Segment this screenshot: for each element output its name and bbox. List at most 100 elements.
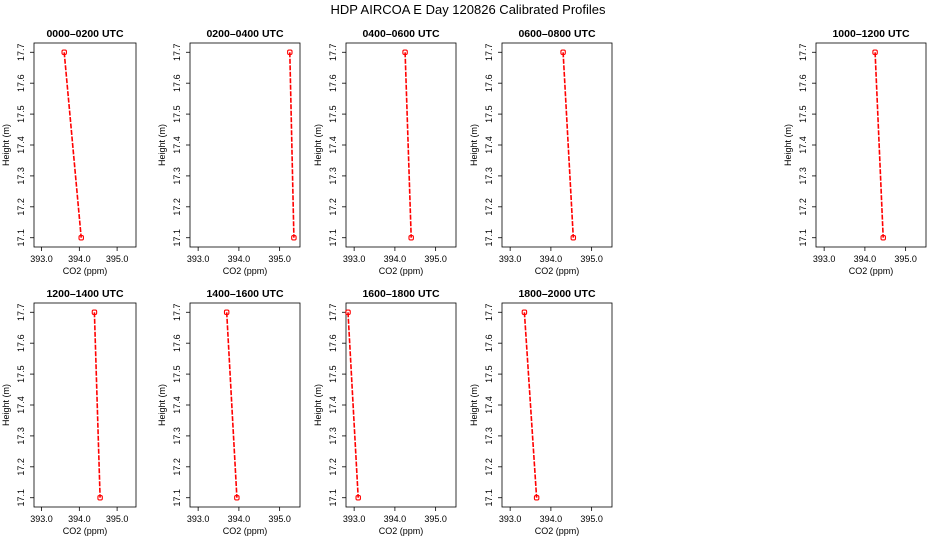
y-axis-label: Height (m) <box>1 384 11 426</box>
y-tick-label: 17.4 <box>172 136 182 154</box>
y-tick-label: 17.7 <box>484 304 494 322</box>
y-tick-label: 17.3 <box>172 167 182 185</box>
y-tick-label: 17.7 <box>16 304 26 322</box>
data-point <box>402 49 408 56</box>
plot-frame <box>189 302 301 508</box>
x-tick-label: 395.0 <box>106 514 129 524</box>
profile-panel: 1000–1200 UTC 393.0 394.0 395.0 17.1 17.2 17.3… <box>783 28 927 276</box>
profile-panel: 0200–0400 UTC 393.0 394.0 395.0 17.1 17.2 17.3… <box>157 28 301 276</box>
data-point <box>521 309 528 316</box>
y-tick-label: 17.1 <box>328 489 338 507</box>
data-point <box>533 494 540 501</box>
x-tick-label: 394.0 <box>854 254 877 264</box>
x-axis-label: CO2 (ppm) <box>535 266 580 276</box>
x-tick-label: 395.0 <box>106 254 129 264</box>
y-axis-label: Height (m) <box>313 384 323 426</box>
x-tick-label: 394.0 <box>384 514 407 524</box>
profile-panel: 1200–1400 UTC 393.0 394.0 395.0 17.1 17.2 17.3… <box>1 288 137 536</box>
x-tick-label: 394.0 <box>68 254 91 264</box>
x-tick-label: 395.0 <box>424 254 447 264</box>
data-point <box>880 234 886 241</box>
y-tick-label: 17.1 <box>484 229 494 247</box>
profile-panel: 0000–0200 UTC 393.0 394.0 395.0 17.1 17.2 17.3… <box>1 28 137 276</box>
x-tick-label: 393.0 <box>187 514 210 524</box>
y-tick-label: 17.2 <box>798 198 808 216</box>
y-tick-label: 17.5 <box>328 365 338 383</box>
panel-title: 1400–1600 UTC <box>206 288 283 300</box>
y-tick-label: 17.3 <box>484 427 494 445</box>
x-axis-label: CO2 (ppm) <box>63 266 108 276</box>
plot-frame <box>501 42 613 248</box>
y-tick-label: 17.7 <box>328 304 338 322</box>
x-tick-label: 394.0 <box>540 254 563 264</box>
x-axis-label: CO2 (ppm) <box>379 266 424 276</box>
data-point <box>570 234 577 241</box>
panel-title: 0000–0200 UTC <box>46 28 123 40</box>
y-tick-label: 17.5 <box>172 105 182 123</box>
series-line <box>874 52 884 238</box>
series-line <box>225 312 238 498</box>
panel-title: 1200–1400 UTC <box>46 288 123 300</box>
panel-title: 1000–1200 UTC <box>832 28 909 40</box>
y-tick-label: 17.2 <box>484 458 494 476</box>
y-tick-label: 17.2 <box>484 198 494 216</box>
panel-title: 1600–1800 UTC <box>362 288 439 300</box>
data-point <box>287 49 293 56</box>
data-point <box>355 494 361 501</box>
y-tick-label: 17.3 <box>16 427 26 445</box>
x-tick-label: 394.0 <box>228 254 251 264</box>
x-axis-label: CO2 (ppm) <box>223 526 268 536</box>
y-axis-label: Height (m) <box>783 124 793 166</box>
y-tick-label: 17.3 <box>328 167 338 185</box>
series-line <box>404 52 412 238</box>
series-line <box>562 52 575 238</box>
plot-frame <box>815 42 927 248</box>
x-axis-label: CO2 (ppm) <box>535 526 580 536</box>
y-tick-label: 17.5 <box>16 105 26 123</box>
data-point <box>408 234 414 241</box>
y-tick-label: 17.1 <box>484 489 494 507</box>
data-point <box>291 234 297 241</box>
y-tick-label: 17.2 <box>16 458 26 476</box>
data-point <box>61 49 67 56</box>
x-tick-label: 395.0 <box>268 254 291 264</box>
profile-panel: 0400–0600 UTC 393.0 394.0 395.0 17.1 17.2 17.3… <box>313 28 457 276</box>
y-tick-label: 17.7 <box>798 44 808 62</box>
y-tick-label: 17.5 <box>484 365 494 383</box>
profile-panel: 1400–1600 UTC 393.0 394.0 395.0 17.1 17.2 17.3… <box>157 288 301 536</box>
y-tick-label: 17.4 <box>798 136 808 154</box>
y-tick-label: 17.4 <box>484 136 494 154</box>
x-tick-label: 393.0 <box>343 514 366 524</box>
y-tick-label: 17.5 <box>328 105 338 123</box>
y-axis-label: Height (m) <box>157 384 167 426</box>
y-tick-label: 17.4 <box>328 396 338 414</box>
panel-title: 0600–0800 UTC <box>518 28 595 40</box>
y-tick-label: 17.4 <box>16 136 26 154</box>
panel-title: 1800–2000 UTC <box>518 288 595 300</box>
y-tick-label: 17.7 <box>328 44 338 62</box>
y-tick-label: 17.2 <box>172 458 182 476</box>
y-axis-label: Height (m) <box>1 124 11 166</box>
y-tick-label: 17.2 <box>328 198 338 216</box>
y-tick-label: 17.6 <box>798 74 808 92</box>
y-tick-label: 17.5 <box>798 105 808 123</box>
y-tick-label: 17.7 <box>172 44 182 62</box>
data-point <box>345 309 351 316</box>
x-tick-label: 393.0 <box>499 254 522 264</box>
y-axis-label: Height (m) <box>157 124 167 166</box>
data-point <box>91 309 98 316</box>
y-axis-label: Height (m) <box>469 384 479 426</box>
panel-title: 0400–0600 UTC <box>362 28 439 40</box>
plot-frame <box>345 302 457 508</box>
y-tick-label: 17.7 <box>484 44 494 62</box>
data-point <box>78 234 84 241</box>
y-tick-label: 17.1 <box>16 489 26 507</box>
y-tick-label: 17.2 <box>328 458 338 476</box>
y-tick-label: 17.7 <box>172 304 182 322</box>
y-tick-label: 17.1 <box>172 229 182 247</box>
y-tick-label: 17.3 <box>172 427 182 445</box>
x-tick-label: 394.0 <box>228 514 251 524</box>
y-tick-label: 17.1 <box>798 229 808 247</box>
x-tick-label: 393.0 <box>343 254 366 264</box>
y-tick-label: 17.5 <box>16 365 26 383</box>
